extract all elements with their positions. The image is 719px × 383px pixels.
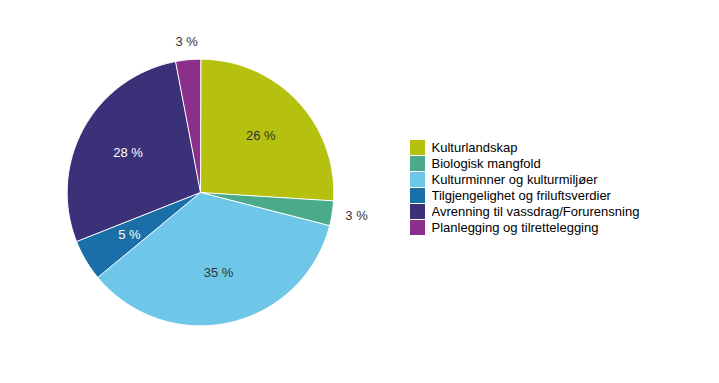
svg-text:28 %: 28 % [113, 144, 143, 159]
svg-text:3 %: 3 % [345, 207, 368, 222]
svg-text:35 %: 35 % [204, 265, 234, 280]
html-text:Biologisk mangfold: Biologisk mangfold [431, 156, 541, 172]
html-text:Tilgjengelighet og friluftsver: Tilgjengelighet og friluftsverdier [431, 188, 611, 204]
svg-text:5 %: 5 % [118, 226, 141, 241]
html-text:Avrenning til vassdrag/Foruren: Avrenning til vassdrag/Forurensning [431, 204, 640, 220]
html-text:Planlegging og tilrettelegging: Planlegging og tilrettelegging [431, 220, 599, 236]
html-text:Kulturminner og kulturmiljøer: Kulturminner og kulturmiljøer [431, 172, 598, 188]
svg-text:26 %: 26 % [246, 128, 276, 143]
svg-text:3 %: 3 % [175, 34, 198, 49]
html-text:Kulturlandskap: Kulturlandskap [431, 140, 518, 156]
